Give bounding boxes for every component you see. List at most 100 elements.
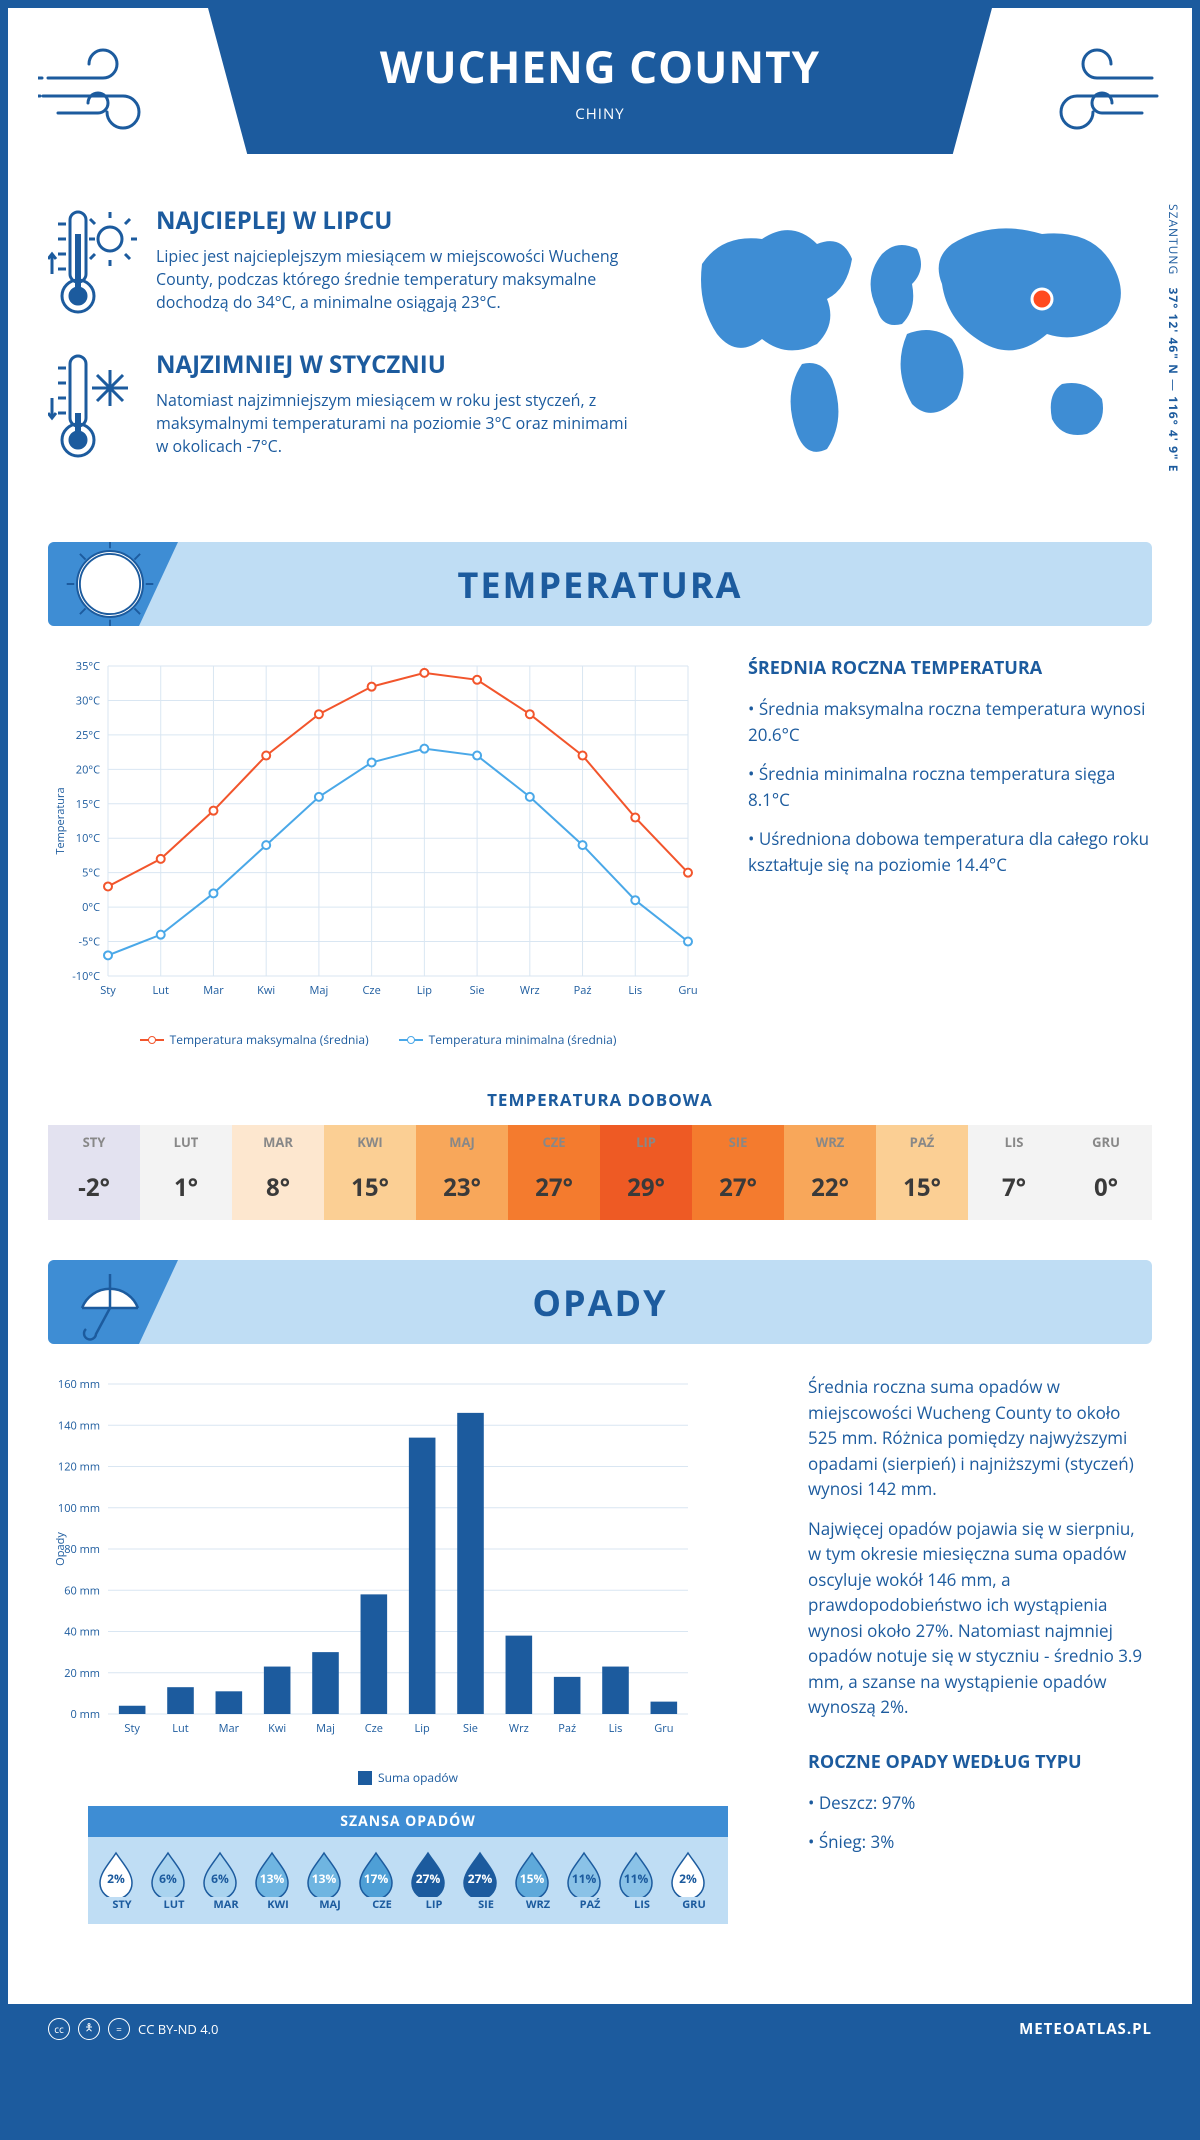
svg-text:140 mm: 140 mm bbox=[58, 1418, 100, 1433]
svg-text:Opady: Opady bbox=[53, 1532, 68, 1566]
cc-icon: cc bbox=[48, 2018, 70, 2040]
wind-icon bbox=[38, 38, 188, 138]
rain-chance-cell: 11% PAŹ bbox=[564, 1849, 616, 1912]
month-cell: KWI15° bbox=[324, 1125, 416, 1220]
svg-text:25°C: 25°C bbox=[76, 728, 100, 743]
page: WUCHENG COUNTY CHINY bbox=[0, 0, 1200, 2062]
temperature-section-header: TEMPERATURA bbox=[48, 542, 1152, 626]
precipitation-bar-chart: 0 mm20 mm40 mm60 mm80 mm100 mm120 mm140 … bbox=[48, 1374, 708, 1754]
svg-text:160 mm: 160 mm bbox=[58, 1377, 100, 1392]
rain-chance-cell: 11% LIS bbox=[616, 1849, 668, 1912]
site-name: METEOATLAS.PL bbox=[1019, 2019, 1152, 2039]
svg-text:20°C: 20°C bbox=[76, 762, 100, 777]
header-band: WUCHENG COUNTY CHINY bbox=[208, 8, 992, 154]
svg-text:40 mm: 40 mm bbox=[64, 1625, 100, 1640]
location-title: WUCHENG COUNTY bbox=[228, 36, 972, 96]
svg-text:11%: 11% bbox=[572, 1870, 597, 1887]
by-icon: 🯅 bbox=[78, 2018, 100, 2040]
month-cell: PAŹ15° bbox=[876, 1125, 968, 1220]
svg-text:2%: 2% bbox=[107, 1870, 125, 1887]
precipitation-section-header: OPADY bbox=[48, 1260, 1152, 1344]
month-cell: LUT1° bbox=[140, 1125, 232, 1220]
svg-text:Gru: Gru bbox=[678, 983, 697, 998]
svg-text:Temperatura: Temperatura bbox=[53, 787, 68, 854]
country-subtitle: CHINY bbox=[228, 104, 972, 124]
svg-text:Wrz: Wrz bbox=[520, 983, 540, 998]
month-cell: GRU0° bbox=[1060, 1125, 1152, 1220]
month-cell: LIS7° bbox=[968, 1125, 1060, 1220]
svg-text:Wrz: Wrz bbox=[509, 1721, 529, 1736]
month-cell: SIE27° bbox=[692, 1125, 784, 1220]
svg-text:0 mm: 0 mm bbox=[70, 1707, 100, 1722]
svg-text:Maj: Maj bbox=[316, 1721, 335, 1736]
svg-text:Sty: Sty bbox=[100, 983, 116, 998]
section-title: OPADY bbox=[532, 1278, 667, 1327]
daily-temp-strip: STY-2°LUT1°MAR8°KWI15°MAJ23°CZE27°LIP29°… bbox=[48, 1125, 1152, 1220]
svg-text:Paź: Paź bbox=[558, 1721, 576, 1736]
temperature-line-chart: -10°C-5°C0°C5°C10°C15°C20°C25°C30°C35°CS… bbox=[48, 656, 708, 1016]
svg-text:-5°C: -5°C bbox=[79, 935, 101, 950]
cold-title: NAJZIMNIEJ W STYCZNIU bbox=[156, 348, 642, 381]
hot-title: NAJCIEPLEJ W LIPCU bbox=[156, 204, 642, 237]
svg-text:15%: 15% bbox=[520, 1870, 545, 1887]
svg-text:100 mm: 100 mm bbox=[58, 1501, 100, 1516]
nd-icon: = bbox=[108, 2018, 130, 2040]
svg-text:60 mm: 60 mm bbox=[64, 1583, 100, 1598]
rain-chance-cell: 27% SIE bbox=[460, 1849, 512, 1912]
rain-chance-cell: 2% STY bbox=[96, 1849, 148, 1912]
rain-chance-cell: 27% LIP bbox=[408, 1849, 460, 1912]
svg-text:Lip: Lip bbox=[415, 1721, 431, 1736]
month-cell: CZE27° bbox=[508, 1125, 600, 1220]
month-cell: STY-2° bbox=[48, 1125, 140, 1220]
thermometer-cold-icon bbox=[48, 348, 138, 468]
coordinates: SZANTUNG 37° 12' 46" N — 116° 4' 9" E bbox=[1165, 204, 1182, 472]
temp-bullet: Średnia maksymalna roczna temperatura wy… bbox=[748, 696, 1152, 747]
world-map: SZANTUNG 37° 12' 46" N — 116° 4' 9" E bbox=[672, 204, 1152, 492]
hot-text: Lipiec jest najcieplejszym miesiącem w m… bbox=[156, 245, 642, 315]
svg-text:-10°C: -10°C bbox=[72, 969, 100, 984]
svg-text:Mar: Mar bbox=[219, 1721, 240, 1736]
svg-text:11%: 11% bbox=[624, 1870, 649, 1887]
rain-chance-cell: 6% MAR bbox=[200, 1849, 252, 1912]
svg-text:35°C: 35°C bbox=[76, 659, 100, 674]
svg-text:Sty: Sty bbox=[124, 1721, 140, 1736]
rain-chance-cell: 17% CZE bbox=[356, 1849, 408, 1912]
wind-icon bbox=[1012, 38, 1162, 138]
license-text: CC BY-ND 4.0 bbox=[138, 2020, 218, 2038]
svg-text:13%: 13% bbox=[312, 1870, 337, 1887]
svg-text:Sie: Sie bbox=[463, 1721, 478, 1736]
rain-chart-legend: Suma opadów bbox=[48, 1769, 768, 1786]
svg-text:5°C: 5°C bbox=[82, 866, 100, 881]
svg-text:0°C: 0°C bbox=[82, 900, 100, 915]
svg-text:6%: 6% bbox=[159, 1870, 177, 1887]
rain-chance-cell: 13% KWI bbox=[252, 1849, 304, 1912]
svg-text:Sie: Sie bbox=[470, 983, 485, 998]
svg-text:Lut: Lut bbox=[153, 983, 169, 998]
svg-text:27%: 27% bbox=[416, 1870, 441, 1887]
umbrella-icon bbox=[76, 1268, 144, 1336]
rain-chance-strip: SZANSA OPADÓW 2% STY 6% LUT 6% MAR 13% K… bbox=[88, 1806, 728, 1924]
thermometer-hot-icon bbox=[48, 204, 138, 324]
daily-temp-title: TEMPERATURA DOBOWA bbox=[8, 1088, 1192, 1111]
svg-text:Lis: Lis bbox=[628, 983, 642, 998]
svg-text:6%: 6% bbox=[211, 1870, 229, 1887]
svg-text:Mar: Mar bbox=[203, 983, 224, 998]
svg-text:80 mm: 80 mm bbox=[64, 1542, 100, 1557]
rain-chance-cell: 6% LUT bbox=[148, 1849, 200, 1912]
rain-type-item: Deszcz: 97% bbox=[808, 1790, 1152, 1816]
month-cell: LIP29° bbox=[600, 1125, 692, 1220]
temp-summary: ŚREDNIA ROCZNA TEMPERATURA Średnia maksy… bbox=[748, 656, 1152, 1048]
rain-chance-cell: 15% WRZ bbox=[512, 1849, 564, 1912]
svg-text:20 mm: 20 mm bbox=[64, 1666, 100, 1681]
svg-text:Maj: Maj bbox=[310, 983, 329, 998]
month-cell: MAJ23° bbox=[416, 1125, 508, 1220]
temp-chart-legend: Temperatura maksymalna (średnia) Tempera… bbox=[48, 1031, 708, 1048]
temp-bullet: Średnia minimalna roczna temperatura się… bbox=[748, 761, 1152, 812]
svg-text:Paź: Paź bbox=[574, 983, 592, 998]
rain-chance-cell: 13% MAJ bbox=[304, 1849, 356, 1912]
svg-text:Kwi: Kwi bbox=[257, 983, 275, 998]
svg-text:10°C: 10°C bbox=[76, 831, 100, 846]
location-marker bbox=[1032, 289, 1052, 309]
svg-text:17%: 17% bbox=[364, 1870, 389, 1887]
month-cell: WRZ22° bbox=[784, 1125, 876, 1220]
